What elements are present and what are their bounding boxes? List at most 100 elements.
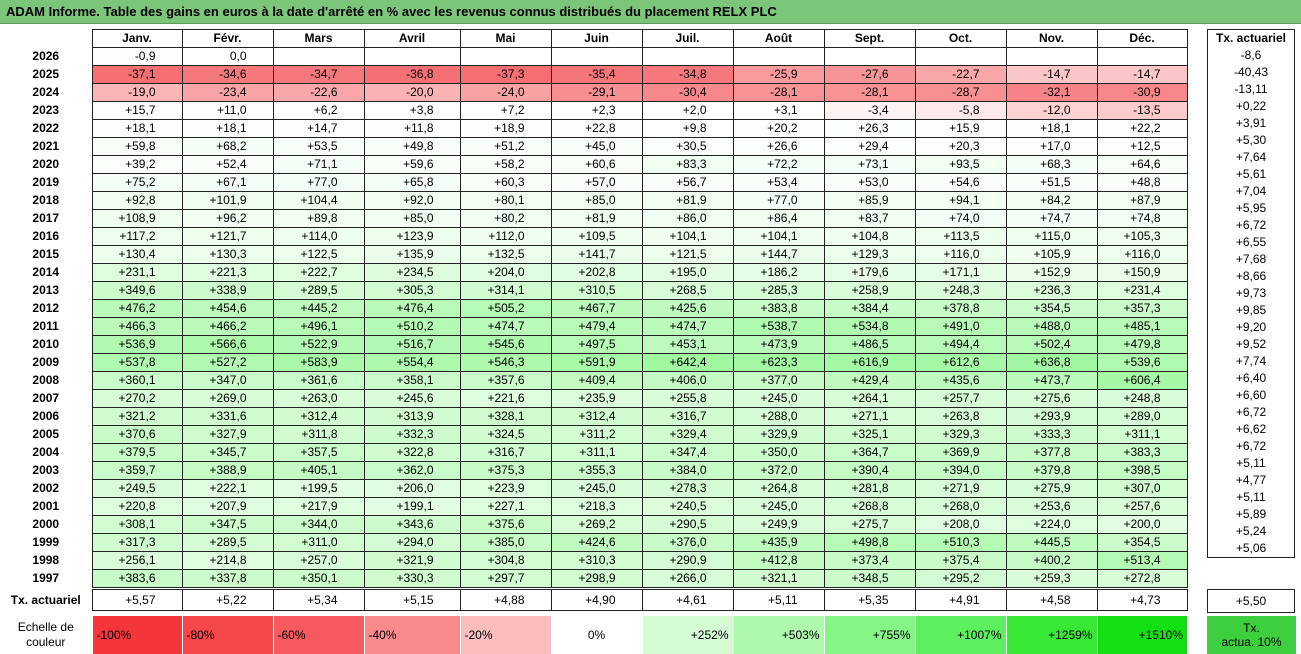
legend-swatch: +1007%: [914, 616, 1006, 654]
footer-rate-cell: +5,34: [272, 589, 364, 611]
legend-swatch: -100%: [91, 616, 182, 654]
gain-cell: +222,1: [181, 479, 273, 498]
gain-cell: +51,2: [459, 137, 551, 156]
year-label: 2007: [32, 391, 60, 405]
legend-label-line1: Echelle de: [17, 620, 74, 634]
gain-cell: +473,7: [1005, 371, 1097, 390]
year-label: 2002: [32, 481, 60, 495]
gain-cell: +316,7: [641, 407, 733, 426]
year-label: 2003: [32, 463, 60, 477]
gain-cell: +295,2: [914, 569, 1006, 588]
gain-cell: +129,3: [823, 245, 915, 264]
gain-cell: -19,0: [91, 83, 182, 102]
gain-cell: +329,9: [732, 425, 824, 444]
gain-cell: +494,4: [914, 335, 1006, 354]
gain-cell: -22,6: [272, 83, 364, 102]
gain-cell: +474,7: [459, 317, 551, 336]
gain-cell: +26,6: [732, 137, 824, 156]
gain-cell: +510,2: [363, 317, 460, 336]
gain-cell: +65,8: [363, 173, 460, 192]
gain-cell: +263,0: [272, 389, 364, 408]
footer-rate-cell: +4,90: [550, 589, 642, 611]
year-label: 1997: [32, 571, 60, 585]
gain-cell: +474,7: [641, 317, 733, 336]
table-row: 2001 +220,8 +207,9 +217,9 +199,1 +227,1 +218,3…: [0, 497, 1188, 516]
year-label: 2014: [32, 265, 60, 279]
gain-cell: -14,7: [1096, 65, 1188, 84]
gain-cell: +321,1: [732, 569, 824, 588]
gain-cell: +297,7: [459, 569, 551, 588]
footer-rate-cell: +4,91: [914, 589, 1006, 611]
year-label: 2012: [32, 301, 60, 315]
gain-cell: -22,7: [914, 65, 1006, 84]
gain-cell: +321,2: [91, 407, 182, 426]
tx-cell: +9,52: [1207, 336, 1295, 353]
gain-cell: +18,1: [91, 119, 182, 138]
gain-cell: +271,9: [914, 479, 1006, 498]
year-label: 2008: [32, 373, 60, 387]
gain-cell: +311,8: [272, 425, 364, 444]
gain-cell: +405,1: [272, 461, 364, 480]
legend-side-label: Tx. actua. 10%: [1207, 616, 1296, 654]
year-label: 2026: [32, 49, 60, 63]
tx-cell: +6,72: [1207, 438, 1295, 455]
tx-cell: -40,43: [1207, 64, 1295, 81]
gain-cell: +86,4: [732, 209, 824, 228]
gain-cell: +6,2: [272, 101, 364, 120]
gain-cell: +445,5: [1005, 533, 1097, 552]
gain-cell: +199,1: [363, 497, 460, 516]
gain-cell: +115,0: [1005, 227, 1097, 246]
gain-cell: +513,4: [1096, 551, 1188, 570]
table-row: 2014 +231,1 +221,3 +222,7 +234,5 +204,0 +202,8…: [0, 263, 1188, 282]
gain-cell: +406,0: [641, 371, 733, 390]
table-row: 1999 +317,3 +289,5 +311,0 +294,0 +385,0 +424,6…: [0, 533, 1188, 552]
gain-cell: -28,1: [823, 83, 915, 102]
gain-cell: +15,7: [91, 101, 182, 120]
table-row: 1997 +383,6 +337,8 +350,1 +330,3 +297,7 +298,9…: [0, 569, 1188, 588]
table-row: 2025 -37,1 -34,6 -34,7 -36,8 -37,3 -35,4 -34,8-…: [0, 65, 1188, 84]
gain-cell: -3,4: [823, 101, 915, 120]
gain-cell: +83,3: [641, 155, 733, 174]
gain-cell: +84,2: [1005, 191, 1097, 210]
gain-cell: +488,0: [1005, 317, 1097, 336]
gain-cell: +269,2: [550, 515, 642, 534]
gain-cell: +248,8: [1096, 389, 1188, 408]
table-row: 2007 +270,2 +269,0 +263,0 +245,6 +221,6 +235,9…: [0, 389, 1188, 408]
gain-cell: +235,9: [550, 389, 642, 408]
gain-cell: -32,1: [1005, 83, 1097, 102]
legend-side-box: Tx. actua. 10%: [1207, 616, 1296, 654]
gain-cell: +20,2: [732, 119, 824, 138]
gain-cell: +467,7: [550, 299, 642, 318]
year-label: 2020: [32, 157, 60, 171]
tx-cell: +9,85: [1207, 302, 1295, 319]
gain-cell: +75,2: [91, 173, 182, 192]
gain-cell: -14,7: [1005, 65, 1097, 84]
table-row: 2019 +75,2 +67,1 +77,0 +65,8 +60,3 +57,0 +56,7 +…: [0, 173, 1188, 192]
gain-cell: [459, 47, 551, 66]
gain-cell: +86,0: [641, 209, 733, 228]
gain-cell: +29,4: [823, 137, 915, 156]
tx-cell: +0,22: [1207, 98, 1295, 115]
gain-cell: -34,8: [641, 65, 733, 84]
month-header: Mai: [459, 29, 551, 48]
gain-cell: -12,0: [1005, 101, 1097, 120]
month-header: Mars: [272, 29, 364, 48]
gain-cell: +3,1: [732, 101, 824, 120]
gain-cell: +20,3: [914, 137, 1006, 156]
tx-cell: -13,11: [1207, 81, 1295, 98]
gain-cell: +171,1: [914, 263, 1006, 282]
gain-cell: +83,7: [823, 209, 915, 228]
gain-cell: +200,0: [1096, 515, 1188, 534]
tx-cell: +6,55: [1207, 234, 1295, 251]
tx-cell: +6,62: [1207, 421, 1295, 438]
gain-cell: +290,9: [641, 551, 733, 570]
gain-cell: +370,6: [91, 425, 182, 444]
gain-cell: +362,0: [363, 461, 460, 480]
gain-cell: +68,3: [1005, 155, 1097, 174]
gain-cell: +223,9: [459, 479, 551, 498]
gain-cell: +85,9: [823, 191, 915, 210]
gain-cell: +218,3: [550, 497, 642, 516]
gain-cell: +199,5: [272, 479, 364, 498]
gain-cell: +96,2: [181, 209, 273, 228]
gain-cell: +486,5: [823, 335, 915, 354]
